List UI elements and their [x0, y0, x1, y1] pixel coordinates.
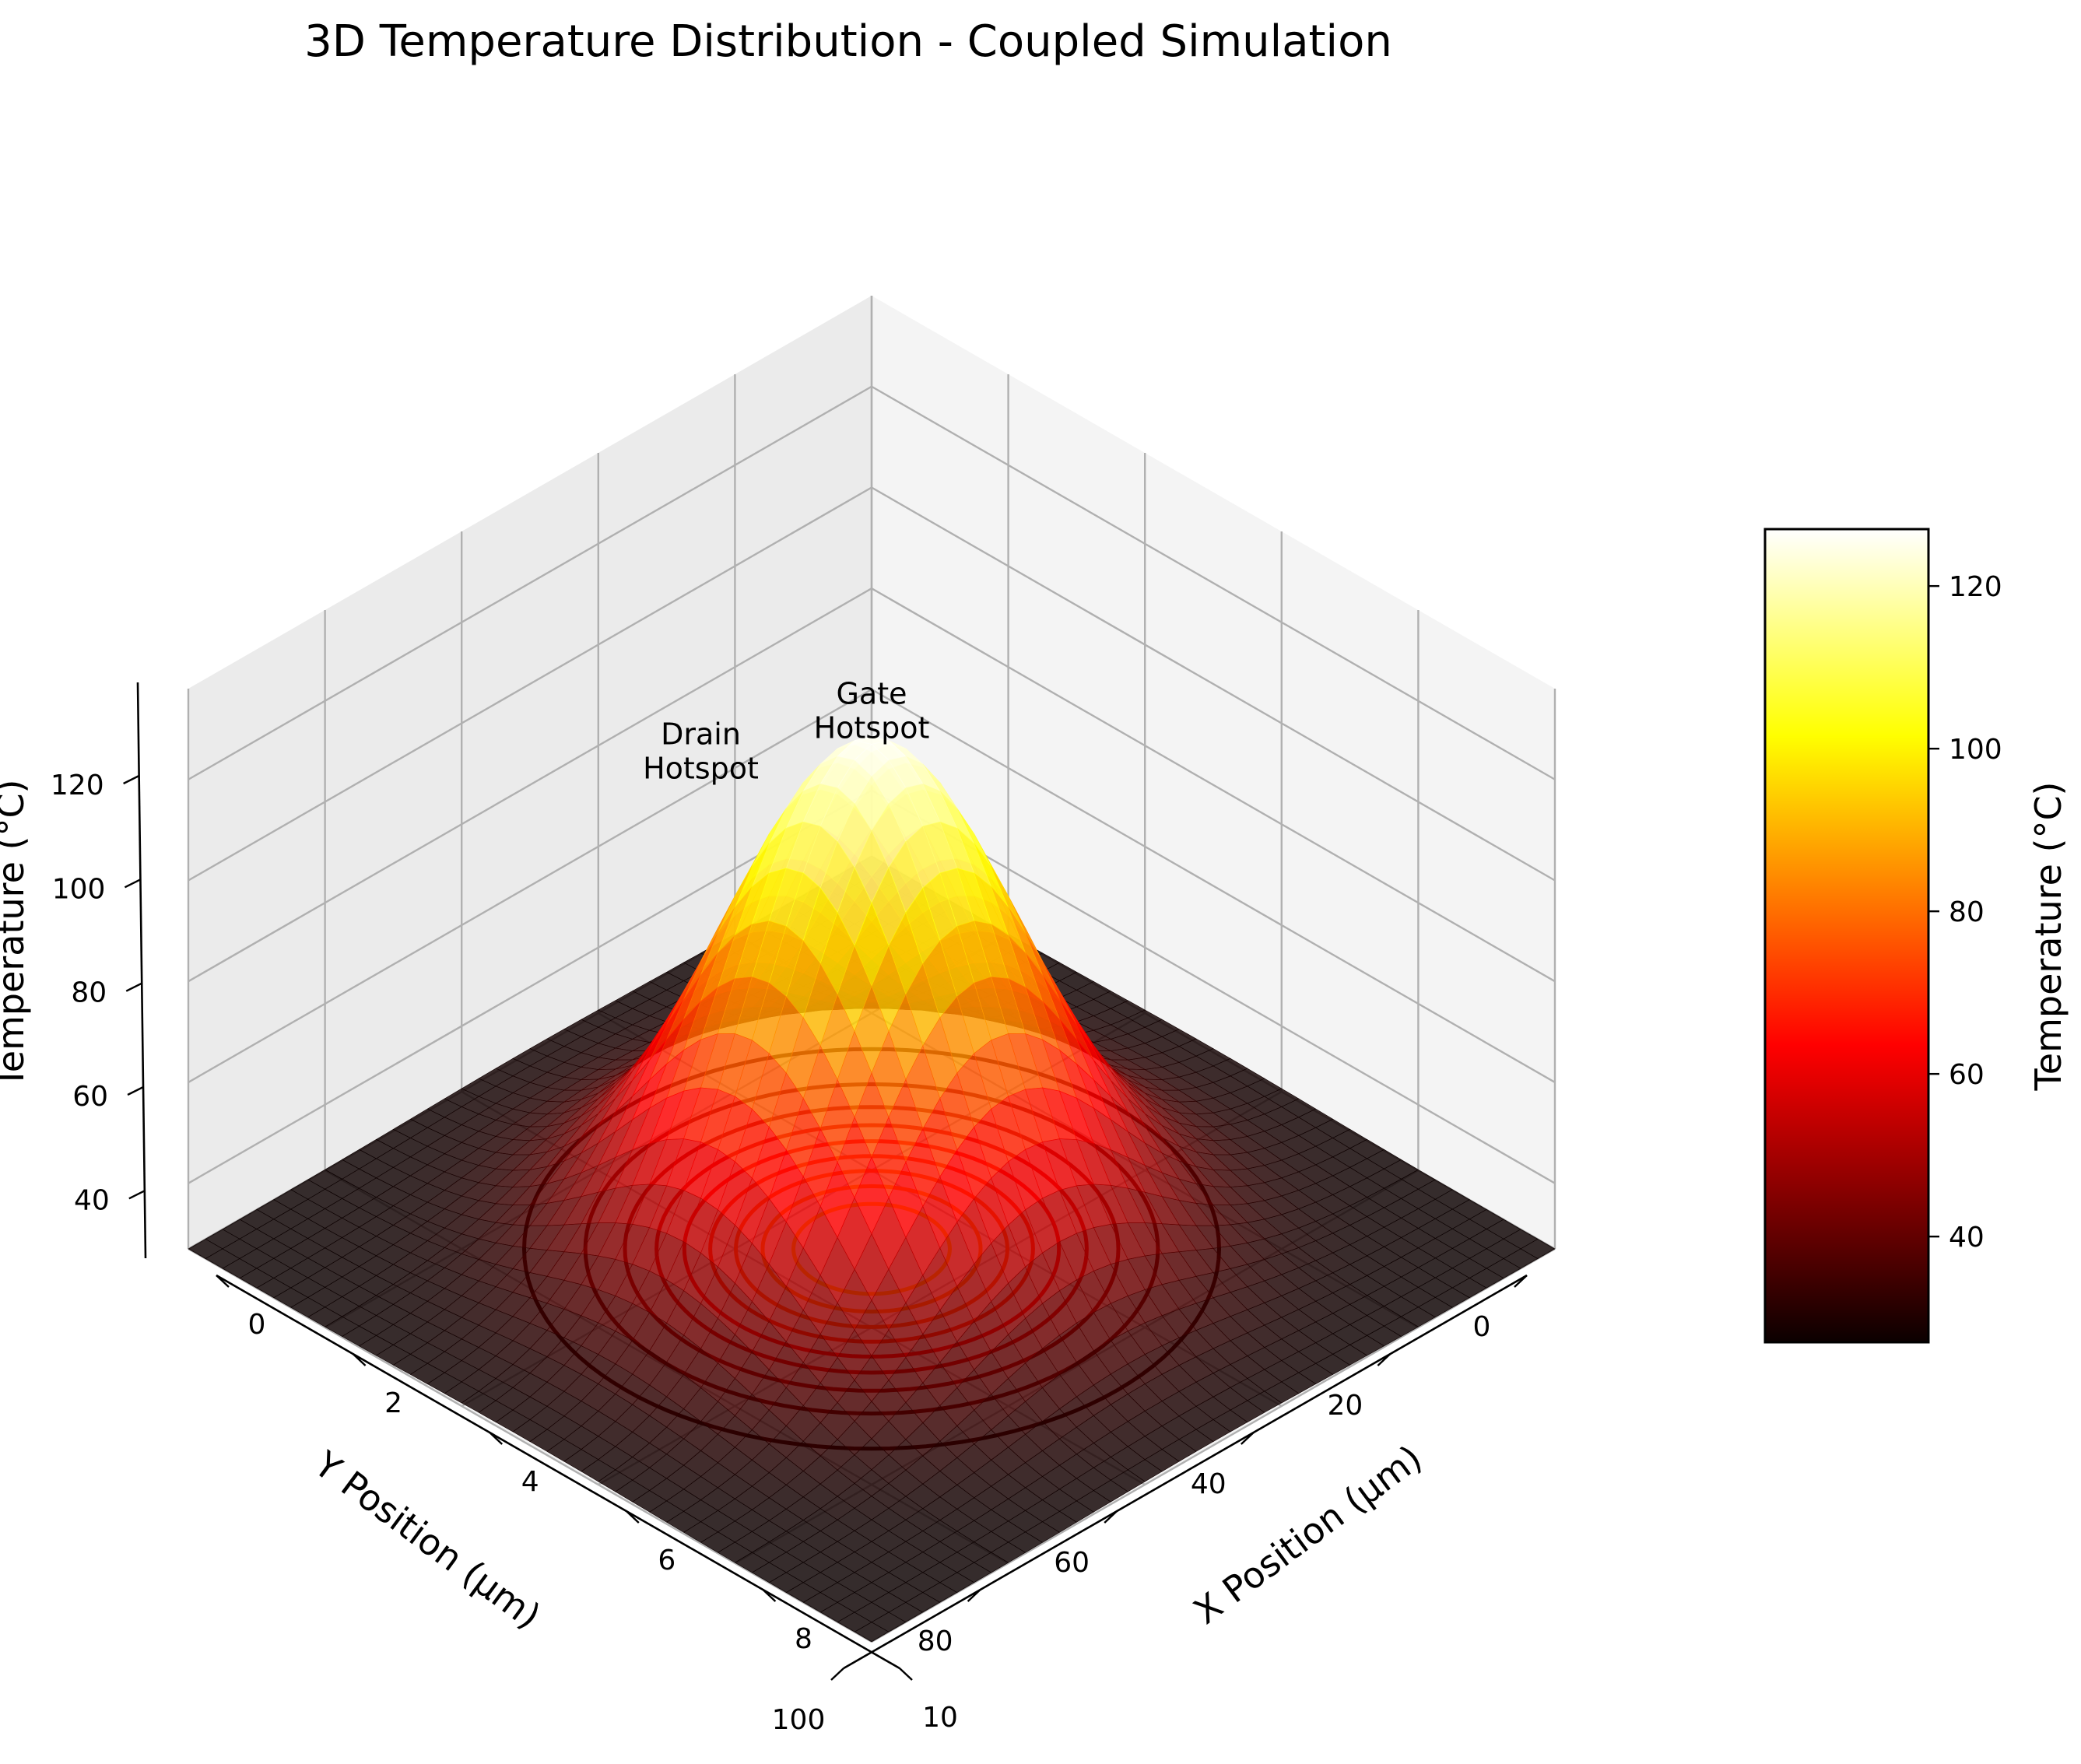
grid-line: [871, 385, 1556, 780]
z-tick-label: 80: [71, 977, 107, 1009]
y-tick-label: 40: [1191, 1468, 1226, 1500]
grid-line: [188, 587, 872, 983]
x-tick: [899, 1668, 913, 1681]
grid-line: [188, 1247, 872, 1643]
x-tick: [625, 1510, 640, 1524]
colorbar-ticks: 40 60 80 100 120: [1928, 571, 2002, 1254]
annotation-text: Hotspot: [643, 751, 759, 785]
colorbar-tick-label: 40: [1949, 1222, 1984, 1254]
z-axis-label: Temperature (°C): [0, 779, 32, 1089]
x-tick: [762, 1589, 777, 1602]
x-tick-label: 0: [248, 1309, 266, 1341]
z-tick: [128, 1190, 146, 1200]
y-axis-line: [843, 1274, 1528, 1670]
z-tick: [123, 774, 140, 785]
z-tick-label: 100: [52, 873, 106, 905]
temperature-surface: [188, 736, 1556, 1643]
x-tick-label: 10: [922, 1702, 958, 1734]
annotation-text: Gate: [836, 676, 907, 710]
y-tick: [1377, 1353, 1391, 1366]
x-tick-label: 6: [658, 1545, 676, 1576]
colorbar: 40 60 80 100 120 Temperature (°C): [1763, 528, 2069, 1344]
grid-line: [871, 688, 1556, 1083]
y-tick-label: 100: [772, 1704, 826, 1736]
colorbar-label: Temperature (°C): [2027, 781, 2069, 1091]
x-tick: [489, 1432, 504, 1445]
colorbar-tick-label: 60: [1949, 1059, 1984, 1091]
z-tick: [124, 878, 141, 889]
grid-line: [188, 486, 872, 882]
grid-line: [871, 587, 1556, 983]
x-axis-line: [216, 1274, 900, 1670]
grid-line: [871, 486, 1556, 882]
colorbar-tick-label: 100: [1949, 734, 2002, 766]
y-tick: [1514, 1275, 1528, 1288]
z-axis-line: [136, 682, 147, 1259]
annotation-text: Drain: [661, 717, 741, 751]
y-axis-label: Y Position (μm): [306, 1443, 548, 1637]
annotation-text: Hotspot: [814, 710, 930, 745]
z-tick: [125, 982, 142, 992]
z-tick-label: 40: [74, 1184, 110, 1216]
back-pane-x: [872, 296, 1555, 1249]
x-tick-label: 4: [521, 1466, 539, 1498]
x-tick: [216, 1275, 230, 1288]
z-tick: [127, 1085, 144, 1096]
z-tick-label: 60: [72, 1081, 108, 1113]
y-tick: [830, 1668, 844, 1681]
grid-line: [188, 385, 872, 780]
colorbar-tick-label: 80: [1949, 896, 1984, 928]
y-tick: [967, 1589, 981, 1602]
grid-line: [871, 1247, 1556, 1643]
axis-lines: [136, 682, 1528, 1670]
y-tick-label: 60: [1054, 1547, 1090, 1579]
x-tick-label: 8: [795, 1623, 812, 1655]
y-tick-label: 20: [1327, 1390, 1363, 1422]
colorbar-tick-label: 120: [1949, 571, 2002, 603]
x-axis-label: X Position (μm): [1186, 1436, 1430, 1632]
z-tick-label: 120: [51, 770, 104, 801]
grid-line: [188, 688, 872, 1083]
x-tick-label: 2: [384, 1387, 402, 1419]
y-tick: [1240, 1432, 1255, 1445]
y-tick-label: 80: [918, 1625, 953, 1657]
y-tick: [1104, 1510, 1118, 1524]
colorbar-gradient: [1763, 528, 1930, 1344]
y-tick-label: 0: [1473, 1311, 1491, 1343]
surface-patch: [854, 1622, 890, 1643]
x-tick: [352, 1353, 367, 1366]
back-pane-y: [188, 296, 872, 1249]
chart-title: 3D Temperature Distribution - Coupled Si…: [304, 16, 1392, 67]
